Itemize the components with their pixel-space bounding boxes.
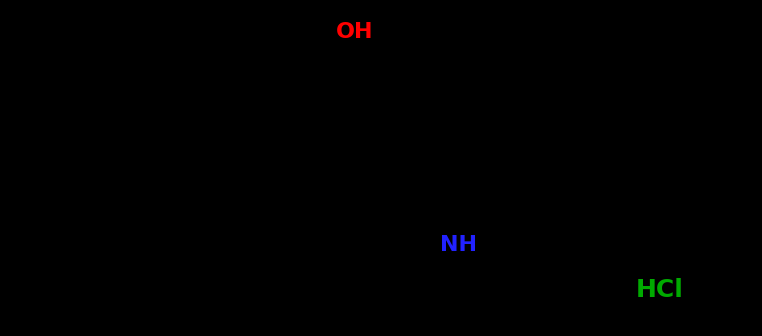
Text: HCl: HCl xyxy=(636,278,684,302)
Text: NH: NH xyxy=(440,235,477,255)
Text: OH: OH xyxy=(336,22,373,42)
